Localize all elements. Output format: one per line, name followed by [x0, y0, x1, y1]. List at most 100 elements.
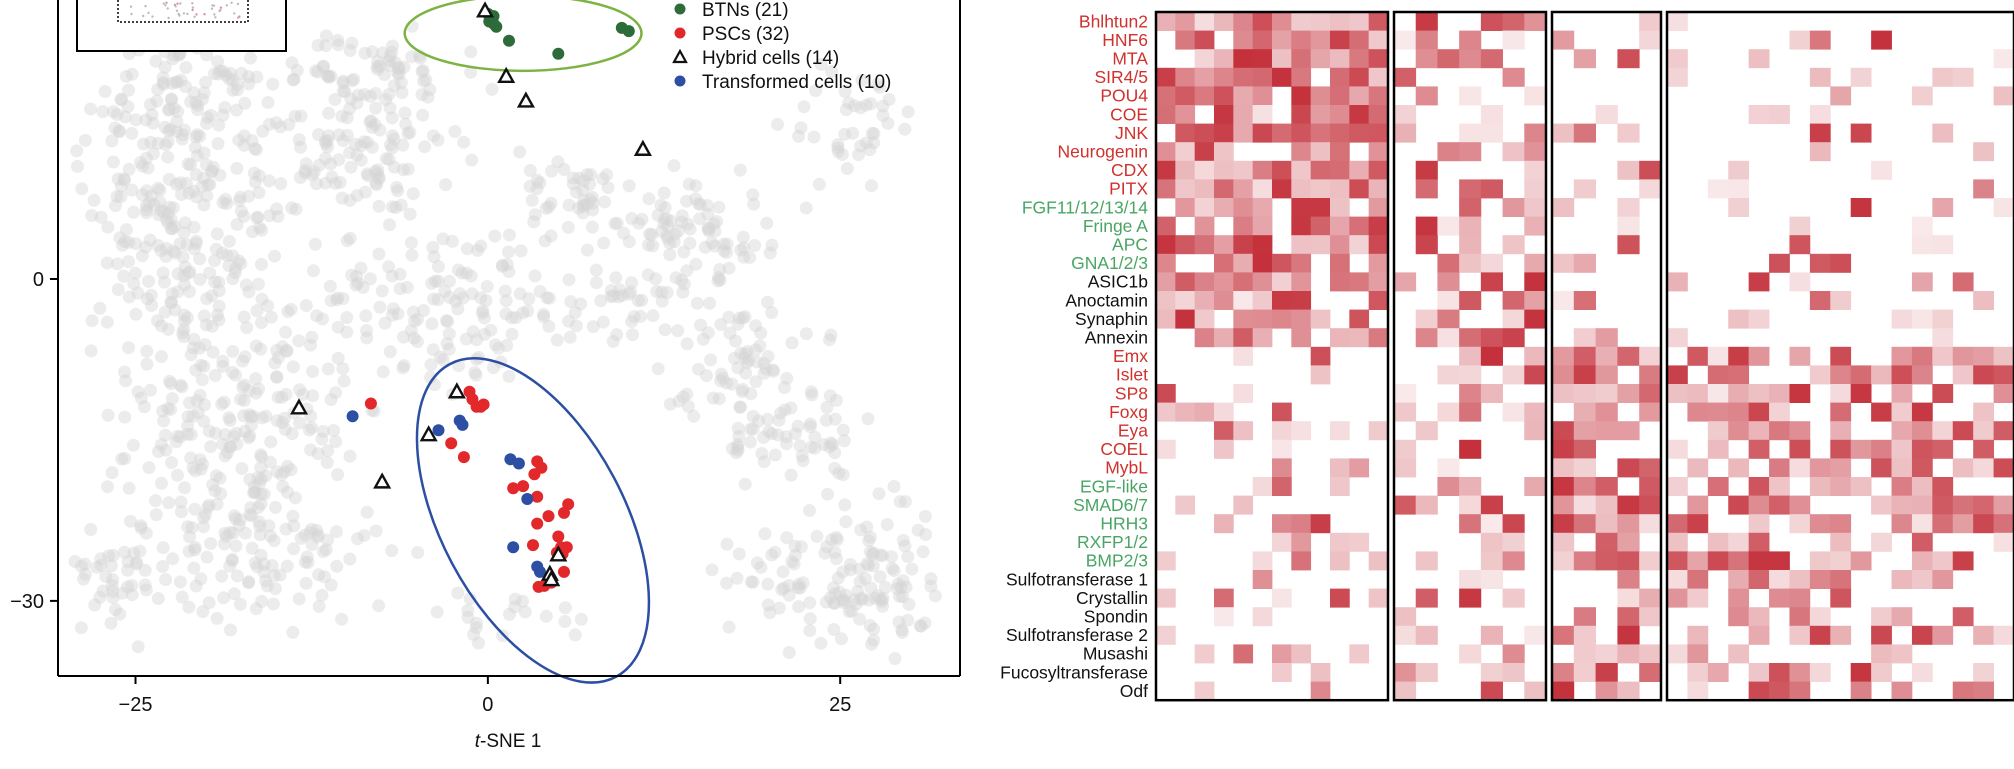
heatmap-cell [1789, 570, 1811, 589]
background-cell-dot [896, 533, 910, 547]
legend-label: BTNs (21) [702, 0, 789, 21]
heatmap-cell [1214, 235, 1234, 255]
heatmap-cell [1330, 328, 1350, 348]
background-cell-dot [712, 200, 726, 214]
background-cell-dot [871, 589, 885, 603]
background-cell-dot [335, 191, 349, 205]
heatmap-row-label: FGF11/12/13/14 [1022, 197, 1148, 217]
background-cell-dot [128, 266, 142, 280]
heatmap-cell [1349, 644, 1370, 664]
background-cell-dot [190, 394, 204, 408]
heatmap-cell [1639, 588, 1662, 608]
background-cell-dot [75, 182, 89, 196]
heatmap-cell [1667, 551, 1688, 571]
heatmap-cell [1973, 421, 1994, 441]
background-cell-dot [576, 183, 590, 197]
background-cell-dot [358, 88, 371, 101]
background-cell-dot [778, 403, 792, 417]
heatmap-cell [1394, 67, 1417, 87]
background-cell-dot [372, 171, 386, 184]
background-cell-dot [868, 591, 882, 605]
background-cell-dot [704, 353, 718, 367]
background-cell-dot [311, 65, 325, 79]
background-cell-dot [212, 275, 226, 289]
background-cell-dot [242, 408, 256, 422]
heatmap-cell [1349, 272, 1370, 292]
inset-dot [233, 12, 236, 15]
heatmap-cell [1809, 607, 1831, 627]
heatmap-cell [1459, 86, 1482, 106]
heatmap-cell [1809, 123, 1831, 143]
heatmap-cell [1809, 30, 1831, 50]
background-cell-dot [407, 314, 421, 328]
background-cell-dot [209, 242, 223, 256]
background-cell-dot [255, 450, 269, 464]
background-cell-dot [271, 390, 285, 404]
background-cell-dot [286, 509, 300, 523]
background-cell-dot [416, 108, 430, 122]
background-cell-dot [849, 597, 863, 611]
background-cell-dot [426, 343, 440, 357]
background-cell-dot [731, 443, 745, 457]
heatmap-cell [1194, 123, 1215, 143]
background-cell-dot [394, 76, 408, 90]
heatmap-cell [1194, 86, 1215, 106]
heatmap-cell [1459, 49, 1482, 69]
background-cell-dot [693, 197, 707, 211]
background-cell-dot [744, 387, 758, 401]
background-cell-dot [235, 462, 249, 475]
heatmap-cell [1349, 179, 1370, 199]
background-cell-dot [248, 485, 262, 499]
background-cell-dot [229, 539, 243, 553]
background-cell-dot [836, 565, 850, 579]
background-cell-dot [310, 177, 323, 191]
background-cell-dot [270, 414, 284, 428]
background-cell-dot [155, 476, 168, 490]
background-cell-dot [825, 65, 839, 78]
background-cell-dot [626, 328, 639, 342]
background-cell-dot [244, 410, 258, 424]
background-cell-dot [561, 220, 575, 234]
heatmap-cell [1272, 402, 1292, 422]
background-cell-dot [230, 77, 244, 91]
background-cell-dot [173, 575, 187, 589]
heatmap-cell [1891, 681, 1913, 701]
legend-marker [674, 27, 686, 39]
background-cell-dot [222, 72, 236, 86]
background-cell-dot [325, 170, 339, 184]
background-cell-dot [118, 410, 132, 424]
background-cell-dot [223, 526, 237, 539]
heatmap-cell [1291, 49, 1312, 69]
background-cell-dot [336, 134, 350, 148]
background-cell-dot [505, 311, 519, 325]
heatmap-cell [1639, 458, 1662, 478]
background-cell-dot [164, 377, 178, 391]
heatmap-cell [1993, 198, 2014, 217]
heatmap-panel: Bhlhtun2HNF6MTASIR4/5POU4COEJNKNeurogeni… [1000, 10, 2014, 702]
background-cell-dot [785, 336, 799, 350]
heatmap-cell [1214, 198, 1234, 217]
background-cell-dot [189, 237, 203, 251]
background-cell-dot [335, 109, 349, 123]
heatmap-cell [1728, 551, 1750, 571]
background-cell-dot [657, 186, 671, 200]
background-cell-dot [178, 216, 192, 230]
background-cell-dot [823, 440, 837, 454]
background-cell-dot [226, 83, 240, 97]
background-cell-dot [896, 574, 910, 588]
background-cell-dot [564, 295, 578, 309]
background-cell-dot [262, 519, 276, 533]
heatmap-cell [1728, 365, 1750, 385]
background-cell-dot [729, 446, 743, 460]
heatmap-cell [1252, 49, 1273, 69]
heatmap-cell [1809, 67, 1831, 87]
heatmap-cell [1595, 514, 1618, 534]
background-cell-dot [466, 325, 480, 339]
background-cell-dot [115, 452, 129, 466]
background-cell-dot [530, 182, 544, 196]
background-cell-dot [321, 444, 335, 458]
background-cell-dot [780, 371, 794, 385]
heatmap-row-label: JNK [1115, 123, 1148, 143]
heatmap-cell [1830, 532, 1852, 552]
heatmap-cell [1789, 588, 1811, 608]
